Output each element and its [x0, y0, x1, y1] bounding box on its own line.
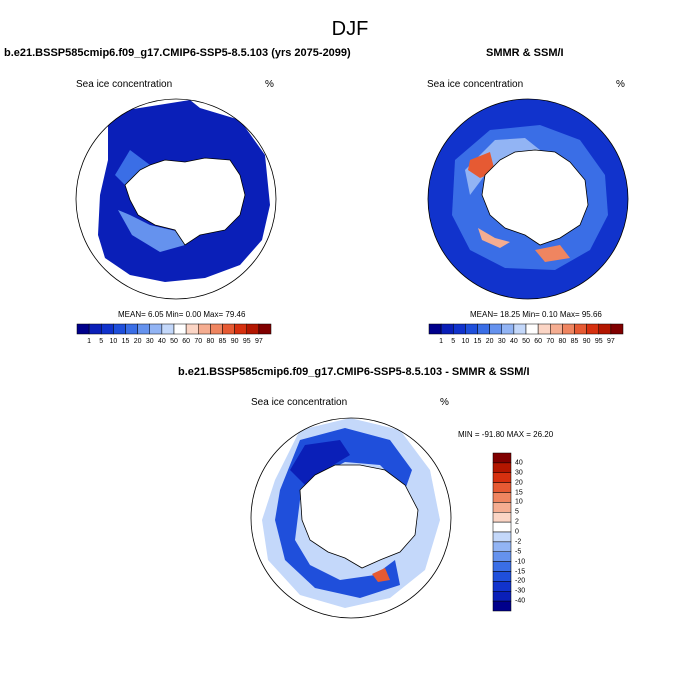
panel2-colorbar-tick-label: 40	[509, 338, 518, 345]
panel3-colorbar-tick-label: -5	[515, 548, 522, 556]
panel3-colorbar-tick-label: 15	[515, 489, 523, 496]
panel2-colorbar-tick-label: 97	[606, 338, 615, 345]
panel1-antarctica	[124, 157, 246, 246]
panel3-colorbar-swatch	[492, 591, 512, 602]
panel3-diff-positive	[372, 568, 390, 582]
panel3-colorbar-tick-label: 10	[515, 498, 523, 506]
panel2-colorbar-tick-label: 1	[439, 338, 444, 345]
panel3-colorbar-tick-label: 20	[515, 479, 523, 487]
panel1-sea-ice-inner	[118, 210, 185, 252]
panel2-stats: MEAN= 18.25 Min= 0.10 Max= 95.66	[470, 310, 602, 319]
panel2-colorbar-tick-label: 80	[558, 338, 567, 345]
panel1-colorbar-tick-label: 10	[109, 338, 118, 345]
panel1-colorbar-tick-label: 50	[170, 338, 178, 345]
panel2-colorbar-tick-label: 85	[570, 338, 579, 345]
panel1-colorbar-tick-label: 20	[133, 338, 142, 345]
panel3-variable-label: Sea ice concentration	[251, 397, 348, 408]
panel1-colorbar-tick-label: 85	[218, 338, 227, 345]
panel1-colorbar-tick-label: 97	[254, 338, 263, 345]
panel1-colorbar-swatch	[258, 323, 272, 335]
panel1-title: b.e21.BSSP585cmip6.f09_g17.CMIP6-SSP5-8.…	[4, 47, 351, 59]
panel2-map-boundary	[427, 98, 629, 300]
panel1-colorbar-tick-label: 90	[230, 338, 239, 345]
panel1-colorbar-tick-label: 80	[206, 338, 215, 345]
panel2-colorbar-tick-label: 90	[582, 338, 591, 345]
panel3-colorbar-tick-label: -10	[515, 558, 526, 566]
panel3-colorbar-swatch	[492, 521, 512, 533]
panel2-colorbar-tick-label: 10	[461, 338, 470, 345]
panel3-colorbar-tick-label: 0	[515, 528, 519, 536]
panel3-diff-strong	[290, 440, 350, 490]
panel3-colorbar-swatch	[492, 452, 512, 464]
panel2-colorbar-tick-label: 5	[451, 338, 456, 345]
panel3-colorbar-tick-label: 30	[515, 469, 523, 477]
panel3-colorbar-swatch	[492, 502, 512, 513]
panel3-colorbar-swatch	[492, 551, 512, 562]
panel1-colorbar-tick-label: 70	[194, 338, 203, 345]
panel3-stats: MIN = -91.80 MAX = 26.20	[458, 430, 554, 439]
panel2-sea-ice-high-east	[535, 245, 570, 262]
panel2-units-label: %	[616, 79, 625, 90]
panel1-stats: MEAN= 6.05 Min= 0.00 Max= 79.46	[118, 310, 246, 319]
panel3-colorbar-swatch	[492, 571, 512, 582]
panel3-colorbar-swatch	[492, 531, 512, 543]
panel3-colorbar-swatch	[492, 482, 512, 493]
panel3-colorbar-tick-label: -30	[515, 587, 526, 595]
panel3-colorbar-swatch	[492, 462, 512, 473]
panel3-colorbar-tick-label: -40	[515, 597, 526, 605]
panel3-colorbar-swatch	[492, 472, 512, 483]
panel1-colorbar-tick-label: 15	[121, 338, 130, 345]
panel1-units-label: %	[265, 79, 274, 90]
panel1-map-boundary	[75, 98, 277, 300]
figure-title: DJF	[331, 18, 369, 40]
panel3-colorbar-swatch	[492, 492, 512, 503]
panel2-antarctica	[481, 149, 589, 246]
panel2-colorbar-tick-label: 95	[594, 338, 603, 345]
panel2-colorbar-swatch	[610, 323, 624, 335]
panel3-colorbar-tick-label: 5	[515, 508, 519, 516]
panel2-title: SMMR & SSM/I	[486, 47, 564, 59]
panel3-colorbar-swatch	[492, 512, 512, 523]
panel3-colorbar-tick-label: -20	[515, 577, 526, 585]
panel3-colorbar-swatch	[492, 541, 512, 552]
panel3-colorbar-tick-label: -2	[515, 538, 522, 546]
panel3-antarctica	[299, 464, 419, 569]
panel2-colorbar-tick-label: 60	[534, 338, 543, 345]
panel3-colorbar-swatch	[492, 561, 512, 572]
panel2-colorbar-tick-label: 20	[485, 338, 494, 345]
panel1-colorbar-tick-label: 5	[99, 338, 104, 345]
panel2-sea-ice-high-south	[478, 228, 510, 248]
panel2-colorbar-tick-label: 50	[522, 338, 530, 345]
panel3-units-label: %	[440, 397, 449, 408]
panel3-title: b.e21.BSSP585cmip6.f09_g17.CMIP6-SSP5-8.…	[178, 366, 530, 378]
panel3-colorbar-tick-label: 40	[515, 459, 523, 467]
panel1-colorbar-tick-label: 30	[145, 338, 154, 345]
panel1-colorbar-tick-label: 60	[182, 338, 191, 345]
panel3-colorbar-tick-label: -15	[515, 568, 526, 575]
panel1-colorbar-tick-label: 95	[242, 338, 251, 345]
panel1-variable-label: Sea ice concentration	[76, 79, 173, 90]
panel3-colorbar-swatch	[492, 600, 512, 612]
panel2-colorbar-tick-label: 30	[497, 338, 506, 345]
panel3-colorbar-tick-label: 2	[515, 518, 519, 526]
panel3-map-boundary	[250, 417, 452, 619]
panel1-colorbar-tick-label: 1	[87, 338, 92, 345]
panel2-colorbar-tick-label: 15	[473, 338, 482, 345]
panel3-colorbar-swatch	[492, 581, 512, 592]
panel1-colorbar-tick-label: 40	[157, 338, 166, 345]
panel2-colorbar-tick-label: 70	[546, 338, 555, 345]
panel2-variable-label: Sea ice concentration	[427, 79, 524, 90]
